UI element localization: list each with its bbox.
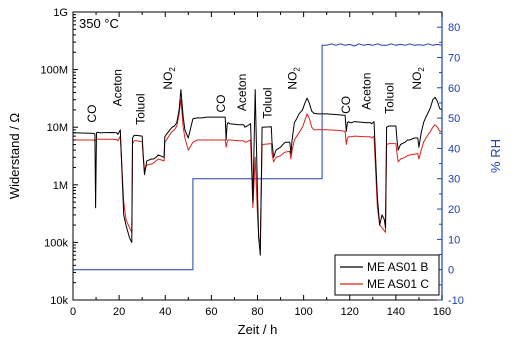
x-tick-label-1: 20 <box>113 306 125 318</box>
annotation-0: CO <box>85 105 99 123</box>
x-tick-label-5: 100 <box>294 306 312 318</box>
y-right-tick-label-7: 60 <box>448 83 460 95</box>
y-right-tick-label-5: 40 <box>448 143 460 155</box>
annotation-2: Toluol <box>134 93 148 124</box>
annotation-1: Aceton <box>110 69 124 106</box>
legend-label-series-0: ME AS01 B <box>367 260 428 274</box>
annotation-3: NO2 <box>161 67 177 90</box>
x-tick-label-0: 0 <box>70 306 76 318</box>
series-layer <box>72 43 443 271</box>
y-right-axis-title: % RH <box>488 139 503 173</box>
y-left-tick-label-1: 100k <box>44 237 68 249</box>
annotations-layer: CO Aceton Toluol NO2 CO Aceton Toluol NO2 CO Acet… <box>85 67 426 125</box>
y-right-tick-label-9: 80 <box>448 22 460 34</box>
x-axis-title: Zeit / h <box>238 322 278 337</box>
y-right-tick-label-3: 20 <box>448 204 460 216</box>
x-tick-label-3: 60 <box>205 306 217 318</box>
series-line-0 <box>72 89 443 256</box>
axes-layer: 0 20 40 60 80 100 120 140 16010k100k1M10M100M1G-… <box>40 7 463 318</box>
annotation-6: Toluol <box>260 87 274 118</box>
annotation-8: CO <box>339 96 353 114</box>
y-right-tick-label-4: 30 <box>448 174 460 186</box>
annotation-9: Aceton <box>360 73 374 110</box>
y-right-tick-label-6: 50 <box>448 113 460 125</box>
y-left-tick-label-5: 1G <box>53 7 68 19</box>
annotation-subscript-7: 2 <box>293 67 302 72</box>
annotation-subscript-11: 2 <box>417 67 426 72</box>
annotation-10: Toluol <box>383 83 397 114</box>
legend-label-series-1: ME AS01 C <box>367 277 429 291</box>
y-left-tick-label-0: 10k <box>50 295 68 307</box>
series-line-1 <box>73 99 442 243</box>
y-left-tick-label-4: 100M <box>40 65 68 77</box>
annotation-4: CO <box>214 95 228 113</box>
y-right-tick-label-8: 70 <box>448 52 460 64</box>
x-tick-label-2: 40 <box>159 306 171 318</box>
annotation-subscript-3: 2 <box>168 67 177 72</box>
x-tick-label-8: 160 <box>433 306 451 318</box>
x-tick-label-7: 140 <box>387 306 405 318</box>
y-left-tick-label-2: 1M <box>53 180 68 192</box>
y-right-tick-label-1: 0 <box>448 265 454 277</box>
legend-box <box>334 254 440 296</box>
annotation-7: NO2 <box>286 67 302 90</box>
x-tick-label-4: 80 <box>251 306 263 318</box>
x-tick-label-6: 120 <box>341 306 359 318</box>
series-line-2 <box>73 43 443 271</box>
annotation-5: Aceton <box>235 74 249 111</box>
y-right-tick-label-2: 10 <box>448 234 460 246</box>
annotation-11: NO2 <box>410 67 426 90</box>
condition-label: 350 °C <box>79 16 119 31</box>
y-left-axis-title: Widerstand / Ω <box>7 113 22 200</box>
legend: ME AS01 B ME AS01 C <box>334 254 440 296</box>
y-right-tick-label-0: -10 <box>448 295 464 307</box>
y-left-tick-label-3: 10M <box>47 122 68 134</box>
